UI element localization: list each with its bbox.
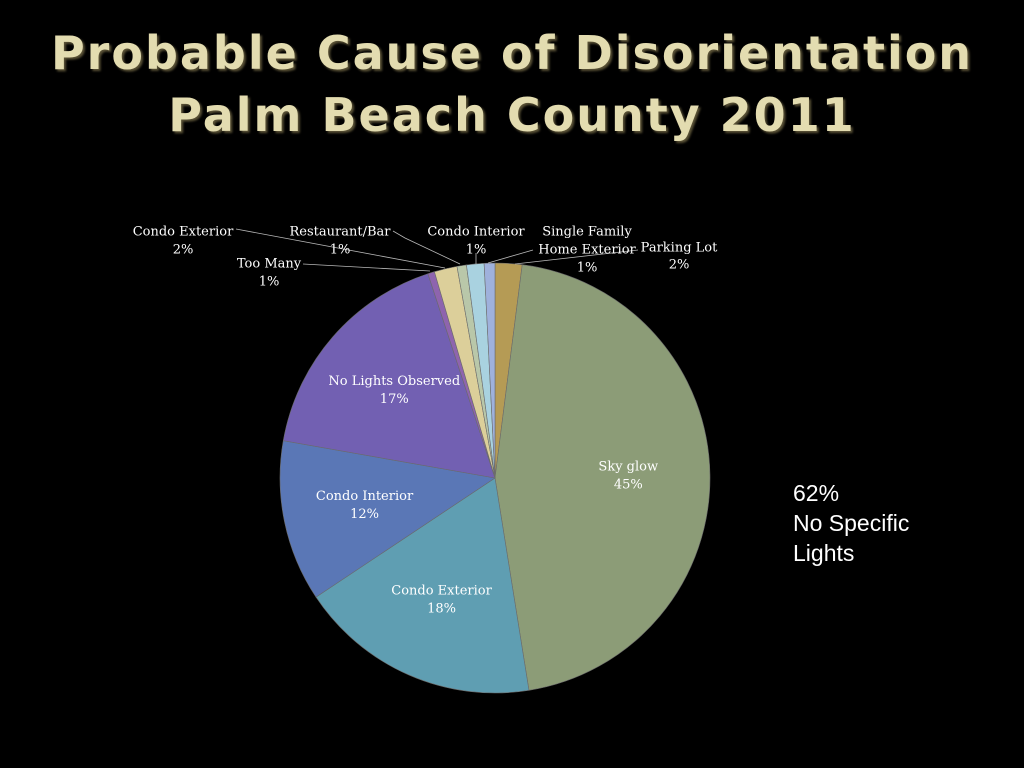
title-line-2: Palm Beach County 2011 bbox=[168, 88, 856, 142]
leader-line-7 bbox=[235, 228, 446, 269]
pie-slice-5 bbox=[282, 273, 496, 479]
slice-label-name-2: Sky glow bbox=[598, 459, 658, 474]
slice-label-value-1: 2% bbox=[669, 258, 690, 273]
pie-slice-2 bbox=[494, 264, 711, 691]
note-percent: 62% bbox=[793, 480, 840, 506]
leader-line-10 bbox=[487, 249, 534, 264]
pie-slice-4 bbox=[279, 440, 496, 598]
slice-label-name-6: Too Many bbox=[237, 257, 302, 272]
slice-label-value-9: 1% bbox=[466, 243, 487, 258]
note-line-2: Lights bbox=[793, 540, 855, 566]
slice-label-name-10: Home Exterior bbox=[538, 243, 636, 258]
slice-label-value-5: 17% bbox=[380, 392, 409, 407]
slice-label-value-7: 2% bbox=[173, 243, 194, 258]
slice-label-name-9: Condo Interior bbox=[427, 225, 525, 240]
slice-label-value-6: 1% bbox=[259, 275, 280, 290]
slice-label-value-2: 45% bbox=[614, 477, 643, 492]
slice-label-name-3: Condo Exterior bbox=[391, 584, 492, 599]
slice-label-value-4: 12% bbox=[350, 507, 379, 522]
leader-line-8 bbox=[392, 230, 461, 265]
slice-label-name-4: Condo Interior bbox=[316, 489, 414, 504]
annotation-note: 62% No Specific Lights bbox=[793, 478, 909, 568]
title-line-1: Probable Cause of Disorientation bbox=[50, 26, 974, 80]
slide-title: Probable Cause of Disorientation Palm Be… bbox=[0, 22, 1024, 146]
leader-line-1 bbox=[514, 249, 639, 265]
note-line-1: No Specific bbox=[793, 510, 910, 536]
slice-label-value-3: 18% bbox=[427, 602, 456, 617]
slice-label-name-8: Restaurant/Bar bbox=[290, 225, 392, 240]
leader-line-6 bbox=[302, 263, 431, 272]
slice-label-value-10: 1% bbox=[577, 261, 598, 276]
slice-label-name-1: Parking Lot bbox=[641, 241, 718, 256]
slice-label-value-8: 1% bbox=[330, 243, 351, 258]
pie-slice-3 bbox=[315, 477, 530, 694]
slice-label-name-7: Condo Exterior bbox=[133, 225, 234, 240]
slice-label-name-10: Single Family bbox=[542, 225, 632, 240]
slice-label-name-5: No Lights Observed bbox=[328, 374, 460, 389]
pie-slice-10 bbox=[483, 262, 496, 479]
